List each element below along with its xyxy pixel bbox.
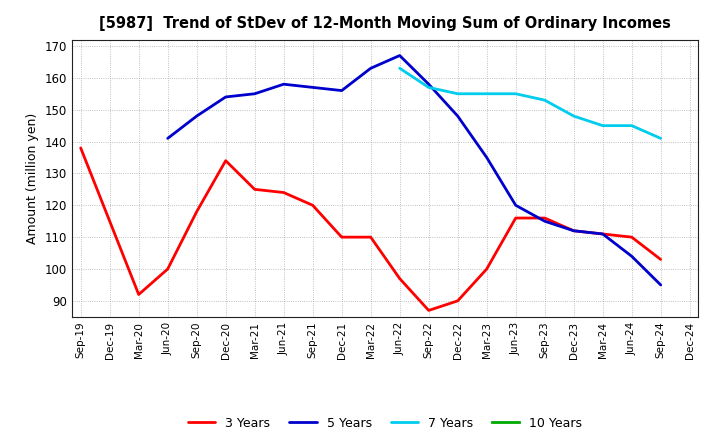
3 Years	[192, 209, 201, 214]
5 Years	[657, 282, 665, 288]
3 Years	[454, 298, 462, 304]
3 Years	[105, 219, 114, 224]
3 Years	[424, 308, 433, 313]
7 Years	[482, 91, 491, 96]
7 Years	[424, 85, 433, 90]
7 Years	[570, 114, 578, 119]
5 Years	[192, 114, 201, 119]
3 Years	[308, 203, 317, 208]
Line: 5 Years: 5 Years	[168, 55, 661, 285]
3 Years	[338, 235, 346, 240]
7 Years	[627, 123, 636, 128]
3 Years	[627, 235, 636, 240]
7 Years	[511, 91, 520, 96]
3 Years	[366, 235, 375, 240]
Y-axis label: Amount (million yen): Amount (million yen)	[26, 113, 39, 244]
7 Years	[541, 98, 549, 103]
Legend: 3 Years, 5 Years, 7 Years, 10 Years: 3 Years, 5 Years, 7 Years, 10 Years	[183, 412, 588, 435]
7 Years	[395, 66, 404, 71]
3 Years	[598, 231, 607, 237]
Line: 3 Years: 3 Years	[81, 148, 661, 311]
5 Years	[395, 53, 404, 58]
5 Years	[627, 253, 636, 259]
5 Years	[221, 94, 230, 99]
5 Years	[338, 88, 346, 93]
3 Years	[251, 187, 259, 192]
7 Years	[598, 123, 607, 128]
5 Years	[454, 114, 462, 119]
7 Years	[657, 136, 665, 141]
Title: [5987]  Trend of StDev of 12-Month Moving Sum of Ordinary Incomes: [5987] Trend of StDev of 12-Month Moving…	[99, 16, 671, 32]
5 Years	[163, 136, 172, 141]
3 Years	[482, 266, 491, 271]
5 Years	[570, 228, 578, 233]
3 Years	[76, 145, 85, 150]
5 Years	[482, 155, 491, 160]
3 Years	[221, 158, 230, 163]
3 Years	[135, 292, 143, 297]
5 Years	[251, 91, 259, 96]
5 Years	[424, 81, 433, 87]
3 Years	[279, 190, 288, 195]
5 Years	[511, 203, 520, 208]
5 Years	[366, 66, 375, 71]
5 Years	[308, 85, 317, 90]
5 Years	[541, 219, 549, 224]
7 Years	[454, 91, 462, 96]
3 Years	[163, 266, 172, 271]
5 Years	[598, 231, 607, 237]
Line: 7 Years: 7 Years	[400, 68, 661, 138]
3 Years	[395, 276, 404, 281]
3 Years	[511, 216, 520, 221]
5 Years	[279, 81, 288, 87]
3 Years	[570, 228, 578, 233]
3 Years	[657, 257, 665, 262]
3 Years	[541, 216, 549, 221]
